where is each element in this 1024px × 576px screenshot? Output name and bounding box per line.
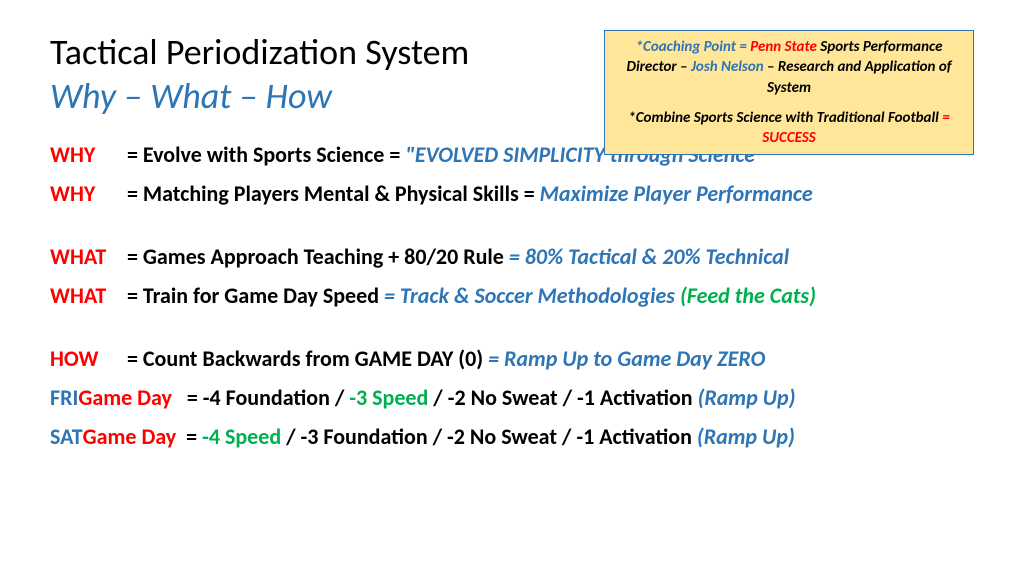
callout-text-2: *Combine Sports Science with Traditional… [628, 109, 949, 147]
why-line-2: WHY = Matching Players Mental & Physical… [50, 177, 974, 210]
what-line-1: WHAT = Games Approach Teaching + 80/20 R… [50, 240, 974, 273]
how-line-1: HOW = Count Backwards from GAME DAY (0) … [50, 342, 974, 375]
fri-line: FRI Game Day = -4 Foundation / -3 Speed … [50, 381, 974, 414]
sat-line: SAT Game Day = -4 Speed / -3 Foundation … [50, 420, 974, 453]
coaching-point-callout: *Coaching Point = Penn State Sports Perf… [604, 30, 974, 155]
content-body: WHY = Evolve with Sports Science = "EVOL… [50, 138, 974, 453]
callout-text: *Coaching Point = Penn State Sports Perf… [626, 38, 951, 97]
what-line-2: WHAT = Train for Game Day Speed = Track … [50, 279, 974, 312]
